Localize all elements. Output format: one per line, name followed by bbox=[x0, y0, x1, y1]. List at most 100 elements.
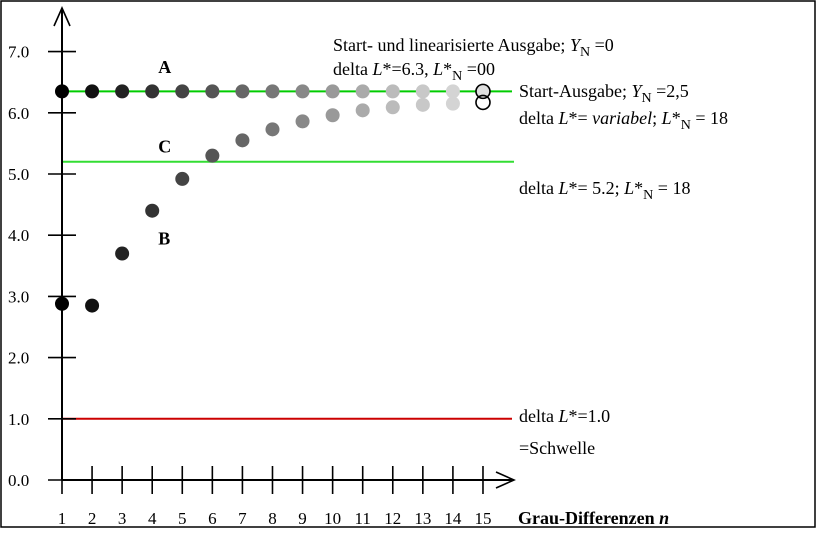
annotation-4: delta L*= variabel; L*N = 18 bbox=[519, 108, 728, 133]
data-point bbox=[445, 96, 460, 111]
annotation-part: *= bbox=[569, 108, 593, 128]
x-tick-label: 9 bbox=[298, 509, 307, 528]
annotation-2: delta L*=6.3, L*N =00 bbox=[333, 59, 495, 84]
y-tick-label: 4.0 bbox=[8, 226, 29, 245]
y-tick-label: 3.0 bbox=[8, 287, 29, 306]
x-tick-label: 7 bbox=[238, 509, 247, 528]
annotation-part: =Schwelle bbox=[519, 438, 595, 458]
x-tick-label: 13 bbox=[414, 509, 431, 528]
annotation-part: Start-Ausgabe; bbox=[519, 81, 631, 101]
annotation-part: * bbox=[672, 108, 681, 128]
x-tick-label: 6 bbox=[208, 509, 217, 528]
y-tick-label: 7.0 bbox=[8, 43, 29, 62]
data-point bbox=[355, 103, 370, 118]
data-point bbox=[445, 84, 460, 99]
annotation-part: N bbox=[642, 91, 652, 106]
x-tick-label: 3 bbox=[118, 509, 127, 528]
annotation-part: delta bbox=[519, 108, 558, 128]
data-point bbox=[415, 84, 430, 99]
data-point bbox=[475, 84, 490, 99]
annotation-part: *= 5.2; bbox=[569, 178, 625, 198]
annotation-part: N bbox=[681, 118, 691, 133]
annotation-part: =00 bbox=[462, 59, 495, 79]
data-point bbox=[205, 148, 220, 163]
annotation-1: Start- und linearisierte Ausgabe; YN =0 bbox=[333, 35, 614, 60]
annotation-7: =Schwelle bbox=[519, 438, 595, 458]
data-point bbox=[325, 108, 340, 123]
tick-labels: 0.01.02.03.04.05.06.07.01 2 3 4 5 6 7 8 9 10 11 12 1… bbox=[8, 43, 669, 528]
data-point bbox=[355, 84, 370, 99]
annotation-part: L bbox=[557, 178, 568, 198]
series-b bbox=[55, 96, 460, 313]
annotation-part: ; bbox=[652, 108, 662, 128]
series-letter-b: B bbox=[158, 228, 170, 248]
data-points bbox=[55, 83, 491, 313]
annotation-part: = 18 bbox=[653, 178, 690, 198]
data-point bbox=[325, 84, 340, 99]
annotation-part: L bbox=[371, 59, 382, 79]
annotation-part: Y bbox=[631, 81, 643, 101]
annotation-part: *=1.0 bbox=[569, 406, 611, 426]
open-circle-point bbox=[475, 83, 491, 100]
annotation-part: = 18 bbox=[691, 108, 728, 128]
annotation-5: delta L*= 5.2; L*N = 18 bbox=[519, 178, 690, 203]
annotation-part: delta bbox=[333, 59, 372, 79]
reference-lines bbox=[62, 90, 514, 420]
x-tick-label: 15 bbox=[474, 509, 491, 528]
series-letter-c: C bbox=[158, 136, 171, 156]
series-labels: A C B bbox=[158, 57, 171, 248]
y-tick-label: 2.0 bbox=[8, 349, 29, 368]
x-tick-label: 8 bbox=[268, 509, 277, 528]
data-point bbox=[385, 84, 400, 99]
data-point bbox=[55, 84, 69, 99]
data-point bbox=[295, 114, 310, 129]
data-point bbox=[145, 84, 160, 99]
x-axis-arrowhead bbox=[495, 471, 516, 489]
annotation-part: L bbox=[557, 108, 568, 128]
annotation-part: L bbox=[623, 178, 634, 198]
data-point bbox=[85, 84, 100, 99]
x-axis-title: Grau-Differenzen n bbox=[518, 508, 669, 528]
x-tick-label: 11 bbox=[355, 509, 371, 528]
data-point bbox=[115, 84, 130, 99]
y-axis-arrowhead bbox=[53, 6, 71, 27]
y-tick-label: 1.0 bbox=[8, 410, 29, 429]
annotation-part: Y bbox=[570, 35, 582, 55]
annotation-part: N bbox=[643, 188, 653, 203]
annotation-part: variabel bbox=[592, 108, 652, 128]
data-point bbox=[235, 133, 250, 148]
data-point bbox=[145, 203, 160, 218]
x-axis-title-part: Grau-Differenzen bbox=[518, 508, 659, 528]
axes bbox=[48, 6, 516, 494]
annotation-part: =0 bbox=[590, 35, 614, 55]
annotation-part: N bbox=[452, 69, 462, 84]
annotation-part: L bbox=[432, 59, 443, 79]
x-tick-label: 1 bbox=[58, 509, 67, 528]
open-circle-point bbox=[475, 94, 491, 111]
y-tick-label: 5.0 bbox=[8, 165, 29, 184]
data-point bbox=[115, 246, 130, 261]
annotation-part: L bbox=[661, 108, 672, 128]
data-point bbox=[265, 84, 280, 99]
annotation-6: delta L*=1.0 bbox=[519, 406, 610, 426]
data-point bbox=[175, 84, 190, 99]
data-point bbox=[385, 100, 400, 115]
annotation-3: Start-Ausgabe; YN =2,5 bbox=[519, 81, 689, 106]
annotation-part: * bbox=[443, 59, 452, 79]
series-a bbox=[55, 84, 490, 99]
data-point bbox=[295, 84, 310, 99]
y-tick-label: 0.0 bbox=[8, 471, 29, 490]
x-tick-label: 4 bbox=[148, 509, 157, 528]
annotation-part: L bbox=[557, 406, 568, 426]
annotations: Start- und linearisierte Ausgabe; YN =0d… bbox=[333, 35, 728, 458]
annotation-part: delta bbox=[519, 178, 558, 198]
data-point bbox=[175, 171, 190, 186]
data-point bbox=[265, 122, 280, 137]
annotation-part: *=6.3, bbox=[383, 59, 434, 79]
data-point bbox=[55, 296, 69, 311]
x-tick-label: 12 bbox=[384, 509, 401, 528]
data-point bbox=[415, 97, 430, 112]
